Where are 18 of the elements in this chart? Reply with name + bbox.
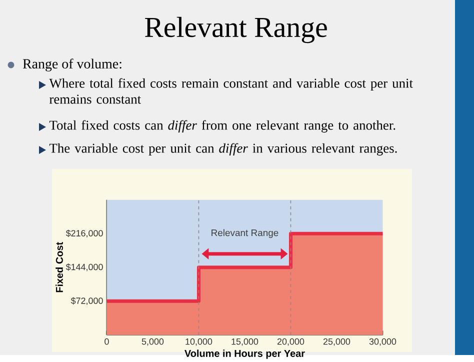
text: The variable cost per unit can differ in various relevant ranges. — [49, 143, 397, 156]
chart-title: Relevant Range — [144, 16, 327, 44]
y-tick-label: $216,000 — [66, 230, 103, 238]
x-axis-title: Volume in Hours per Year — [184, 350, 305, 359]
x-tick-label: 10,000 — [186, 338, 212, 346]
y-tick-label: $144,000 — [66, 263, 103, 272]
text: Total fixed costs can differ from one relevant range to another. — [49, 120, 396, 132]
annotation: Relevant Range — [212, 229, 278, 238]
y-axis-title: Fixed Cost — [56, 242, 63, 292]
x-tick-label: 15,000 — [232, 338, 258, 346]
x-tick-label: 5,000 — [142, 338, 164, 346]
text: Where total fixed costs remain constant and variable cost per unit remains constant — [49, 78, 413, 104]
text: Range of volume: — [22, 58, 122, 72]
y-tick-label: $72,000 — [70, 297, 103, 305]
x-tick-label: 0 — [104, 338, 109, 345]
x-tick-label: 25,000 — [323, 338, 350, 346]
x-tick-label: 20,000 — [277, 338, 304, 346]
x-tick-label: 30,000 — [369, 338, 396, 346]
